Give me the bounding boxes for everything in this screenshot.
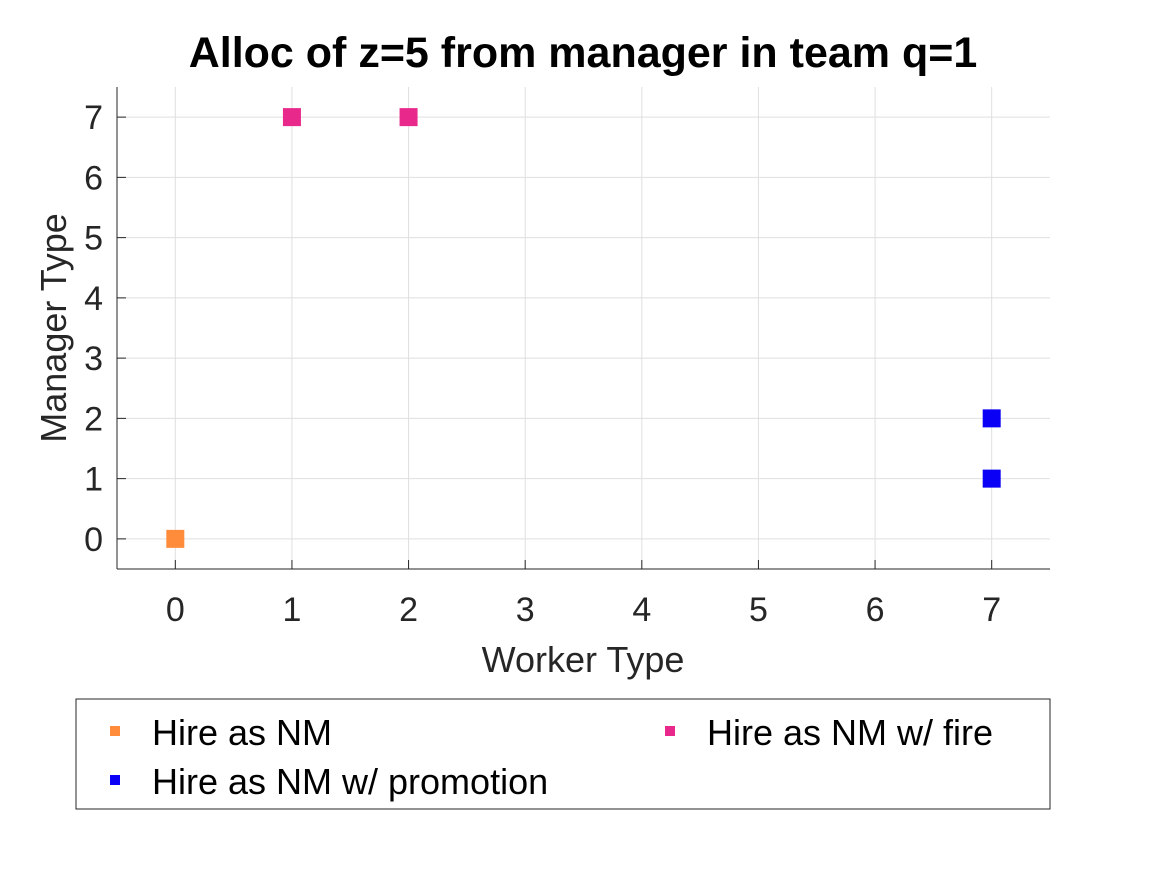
y-tick-label: 7 — [84, 99, 103, 137]
data-markers — [166, 108, 1001, 548]
legend-marker-hire-as-nm-w-promotion — [110, 775, 120, 785]
data-point-0 — [166, 529, 185, 548]
x-axis-label: Worker Type — [482, 639, 685, 680]
legend-marker-hire-as-nm-w-fire — [665, 726, 675, 736]
data-point-2 — [399, 108, 418, 127]
y-axis-ticks: 0 1 2 3 4 5 6 7 — [84, 99, 126, 559]
x-axis-ticks: 0 1 2 3 4 5 6 7 — [166, 560, 1001, 629]
x-tick-label: 6 — [866, 591, 885, 629]
data-point-1 — [982, 409, 1001, 428]
y-tick-label: 1 — [84, 461, 103, 499]
data-point-1 — [982, 469, 1001, 488]
y-tick-label: 0 — [84, 521, 103, 559]
x-tick-label: 4 — [632, 591, 651, 629]
x-tick-label: 1 — [282, 591, 301, 629]
plot-area — [117, 87, 1050, 569]
y-tick-label: 5 — [84, 220, 103, 258]
x-tick-label: 7 — [982, 591, 1001, 629]
legend-label-hire-as-nm-w-promotion: Hire as NM w/ promotion — [152, 761, 548, 802]
chart-title: Alloc of z=5 from manager in team q=1 — [189, 29, 978, 77]
y-tick-label: 6 — [84, 159, 103, 197]
y-tick-label: 3 — [84, 340, 103, 378]
y-axis-label: Manager Type — [33, 213, 74, 442]
x-tick-label: 2 — [399, 591, 418, 629]
x-tick-label: 3 — [516, 591, 535, 629]
y-tick-label: 2 — [84, 400, 103, 438]
legend-marker-hire-as-nm — [110, 726, 120, 736]
legend: Hire as NM Hire as NM w/ promotion Hire … — [75, 698, 1051, 810]
x-tick-label: 5 — [749, 591, 768, 629]
grid — [117, 87, 1050, 569]
data-point-2 — [282, 108, 301, 127]
x-tick-label: 0 — [166, 591, 185, 629]
legend-label-hire-as-nm: Hire as NM — [152, 712, 332, 753]
legend-label-hire-as-nm-w-fire: Hire as NM w/ fire — [707, 712, 993, 753]
legend-box — [75, 698, 1051, 810]
y-tick-label: 4 — [84, 280, 103, 318]
